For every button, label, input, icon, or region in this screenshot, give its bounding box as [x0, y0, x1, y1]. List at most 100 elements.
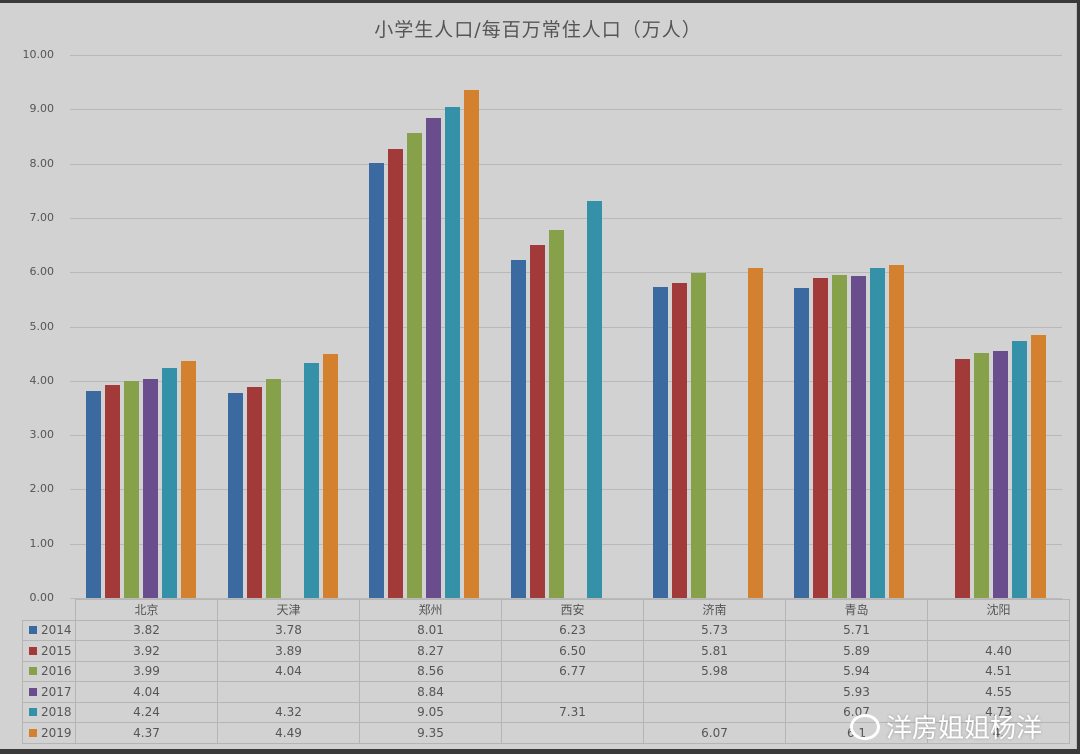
table-cell: 4.04	[217, 660, 360, 682]
category-label: 西安	[501, 599, 644, 621]
table-cell: 5.98	[643, 660, 786, 682]
bar-2016	[974, 353, 990, 598]
bar-2014	[652, 286, 668, 598]
category-label: 青岛	[785, 599, 928, 621]
y-tick-label: 1.00	[29, 536, 55, 550]
category-label: 沈阳	[927, 599, 1070, 621]
gridline	[70, 217, 1062, 219]
bar-2015	[671, 282, 687, 598]
bar-2015	[529, 245, 545, 598]
bar-2015	[246, 386, 262, 598]
legend-entry: 2019	[22, 722, 76, 744]
table-cell: 4.49	[217, 722, 360, 744]
gridline	[70, 55, 1062, 56]
bar-2016	[407, 133, 423, 598]
table-row: 2014 3.82 3.78 8.01 6.23 5.73 5.71	[22, 619, 1070, 641]
gridline	[70, 326, 1062, 328]
table-cell: 4.24	[75, 701, 218, 723]
bar-2016	[123, 381, 139, 598]
table-cell	[501, 681, 644, 703]
table-cell	[217, 681, 360, 703]
table-cell: 5.93	[785, 681, 928, 703]
table-cell: 4.04	[75, 681, 218, 703]
gridline	[70, 109, 1062, 111]
legend-entry: 2016	[22, 660, 76, 682]
bar-2018	[303, 363, 319, 598]
table-cell	[643, 701, 786, 723]
bar-2015	[955, 359, 971, 598]
legend-swatch-icon	[29, 708, 37, 717]
gridline	[70, 543, 1062, 545]
y-tick-label: 10.00	[22, 48, 55, 61]
bar-2016	[265, 378, 281, 598]
gridline	[70, 435, 1062, 437]
bar-2019	[747, 268, 763, 598]
bar-2014	[85, 390, 101, 598]
bar-2019	[889, 265, 905, 598]
y-tick-label: 8.00	[29, 156, 55, 170]
category-label: 济南	[643, 599, 786, 621]
y-tick-label: 4.00	[29, 373, 55, 387]
table-cell: 5.71	[785, 619, 928, 641]
gridline	[70, 272, 1062, 274]
legend-entry: 2015	[22, 640, 76, 662]
gridline	[70, 489, 1062, 491]
legend-swatch-icon	[29, 626, 37, 635]
bar-2018	[1012, 341, 1028, 598]
table-cell: 4.32	[217, 701, 360, 723]
legend-swatch-icon	[29, 646, 37, 655]
table-cell: 9.05	[359, 701, 502, 723]
table-cell: 3.82	[75, 619, 218, 641]
table-cell: 6.07	[643, 722, 786, 744]
category-label: 北京	[75, 599, 218, 621]
table-cell: 8.84	[359, 681, 502, 703]
bar-2016	[832, 275, 848, 598]
table-cell: 4.40	[927, 640, 1070, 662]
table-cell: 3.78	[217, 619, 360, 641]
table-cell: 5.94	[785, 660, 928, 682]
category-label: 天津	[217, 599, 360, 621]
bar-2016	[548, 230, 564, 598]
watermark-text: 洋房姐姐杨洋	[886, 714, 1043, 744]
bar-2019	[322, 354, 338, 598]
table-cell	[643, 681, 786, 703]
bar-2019	[180, 360, 196, 598]
legend-swatch-icon	[29, 687, 37, 696]
y-tick-label: 0.00	[29, 591, 55, 604]
legend-entry: 2018	[22, 701, 76, 723]
table-cell: 3.89	[217, 640, 360, 662]
y-tick-label: 2.00	[29, 482, 55, 496]
bar-2017	[142, 378, 158, 598]
gridline	[70, 163, 1062, 165]
table-cell: 3.99	[75, 660, 218, 682]
bar-2014	[510, 259, 526, 598]
legend-entry: 2017	[22, 681, 76, 703]
y-tick-label: 3.00	[29, 428, 55, 442]
table-row: 2017 4.04 8.84 5.93 4.55	[22, 681, 1070, 703]
table-cell: 5.89	[785, 640, 928, 662]
y-tick-label: 6.00	[29, 265, 55, 279]
table-cell: 8.56	[359, 660, 502, 682]
bar-2018	[870, 268, 886, 598]
chart-area: 小学生人口/每百万常住人口（万人） 北京 天津 郑州 西安 济南 青岛 沈阳 2014 3.82…	[0, 3, 1077, 749]
table-cell: 4.51	[927, 660, 1070, 682]
weibo-icon	[850, 713, 880, 740]
table-cell	[501, 722, 644, 744]
bar-2017	[993, 350, 1009, 598]
y-tick-label: 5.00	[29, 319, 55, 333]
table-cell: 9.35	[359, 722, 502, 744]
bar-2015	[813, 278, 829, 598]
table-cell: 6.77	[501, 660, 644, 682]
bar-2017	[851, 276, 867, 598]
y-tick-label: 9.00	[29, 102, 55, 116]
bar-2014	[227, 392, 243, 598]
bar-2018	[586, 201, 602, 598]
table-cell: 8.01	[359, 619, 502, 641]
bar-2019	[1031, 334, 1047, 598]
table-cell: 5.81	[643, 640, 786, 662]
watermark: 洋房姐姐杨洋	[850, 708, 1042, 745]
table-cell: 3.92	[75, 640, 218, 662]
table-cell: 5.73	[643, 619, 786, 641]
table-cell: 4.55	[927, 681, 1070, 703]
data-table: 北京 天津 郑州 西安 济南 青岛 沈阳 2014 3.82 3.78 8.01 6.23 5.73 5.…	[22, 599, 1070, 744]
